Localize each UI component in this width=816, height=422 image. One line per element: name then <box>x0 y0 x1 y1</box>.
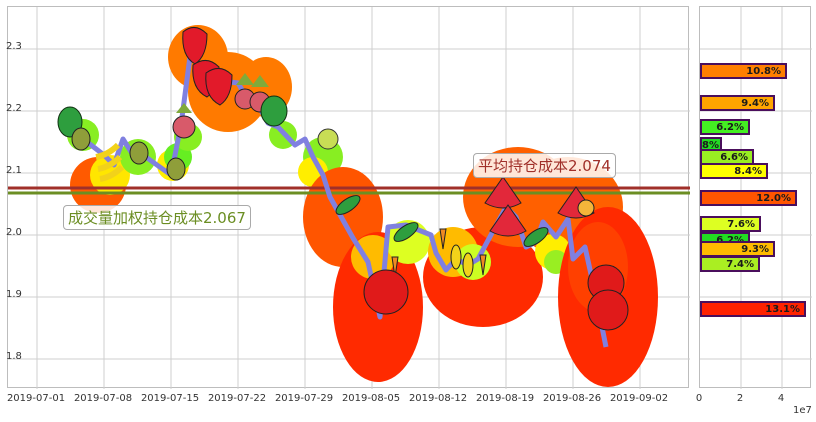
watermelon-slice-icon <box>489 204 527 237</box>
pear-icon <box>166 157 186 181</box>
volume-bar: 13.1% <box>700 301 806 317</box>
side-x-tick: 2 <box>736 393 744 404</box>
side-x-tick: 4 <box>777 393 785 404</box>
y-tick: 1.9 <box>6 289 22 300</box>
watermelon-slice-icon <box>484 176 522 209</box>
volume-bar: 9.3% <box>700 241 775 257</box>
pear-icon <box>129 141 149 165</box>
volume-bar: 7.4% <box>700 256 760 272</box>
strawberry-icon <box>182 27 208 65</box>
carrot-icon <box>391 256 399 278</box>
fruit-markers <box>57 27 629 331</box>
y-tick: 1.8 <box>6 351 22 362</box>
side-axis-exponent: 1e7 <box>793 405 812 416</box>
x-tick: 2019-09-02 <box>609 393 669 404</box>
corn-icon <box>450 244 474 278</box>
avg-cost-annotation: 平均持仓成本2.074 <box>473 153 616 178</box>
volume-bar: 8.4% <box>700 163 768 179</box>
volume-bar: 9.4% <box>700 95 775 111</box>
y-tick: 2.2 <box>6 103 22 114</box>
x-tick: 2019-08-26 <box>542 393 602 404</box>
x-tick: 2019-07-22 <box>207 393 267 404</box>
volume-bar: 6.2% <box>700 119 750 135</box>
volume-bar: 10.8% <box>700 63 787 79</box>
apple-icon <box>587 289 629 331</box>
peapod-icon <box>393 222 419 242</box>
x-tick: 2019-07-29 <box>274 393 334 404</box>
pineapple-icon <box>577 199 595 217</box>
x-tick: 2019-08-19 <box>475 393 535 404</box>
peapod-icon <box>523 227 549 247</box>
peapod-icon <box>335 195 361 215</box>
carrot-icon <box>439 228 447 250</box>
price-chart-panel: 平均持仓成本2.074 成交量加权持仓成本2.067 <box>7 6 690 389</box>
volume-bar: 7.6% <box>700 216 761 232</box>
volume-bar: 12.0% <box>700 190 797 206</box>
kiwi-icon <box>317 128 339 150</box>
apple-icon <box>363 269 409 315</box>
y-tick: 2.0 <box>6 227 22 238</box>
strawberry-icon <box>205 68 233 106</box>
y-tick: 2.1 <box>6 165 22 176</box>
pear-icon <box>71 127 91 151</box>
y-tick: 2.3 <box>6 41 22 52</box>
price-chart-canvas <box>8 7 690 389</box>
carrot-icon <box>479 254 487 276</box>
x-tick: 2019-08-12 <box>408 393 468 404</box>
x-tick: 2019-07-15 <box>140 393 200 404</box>
banana-icon <box>95 142 125 182</box>
side-x-tick: 0 <box>695 393 703 404</box>
x-tick: 2019-08-05 <box>341 393 401 404</box>
vwap-cost-annotation: 成交量加权持仓成本2.067 <box>63 205 251 230</box>
x-tick: 2019-07-08 <box>73 393 133 404</box>
radish-icon <box>172 103 196 139</box>
x-tick: 2019-07-01 <box>6 393 66 404</box>
watermelon-icon <box>260 95 288 127</box>
volume-distribution-panel: 10.8% 9.4% 6.2% 8% 6.6% 8.4% 12.0% 7.6% … <box>699 6 812 389</box>
